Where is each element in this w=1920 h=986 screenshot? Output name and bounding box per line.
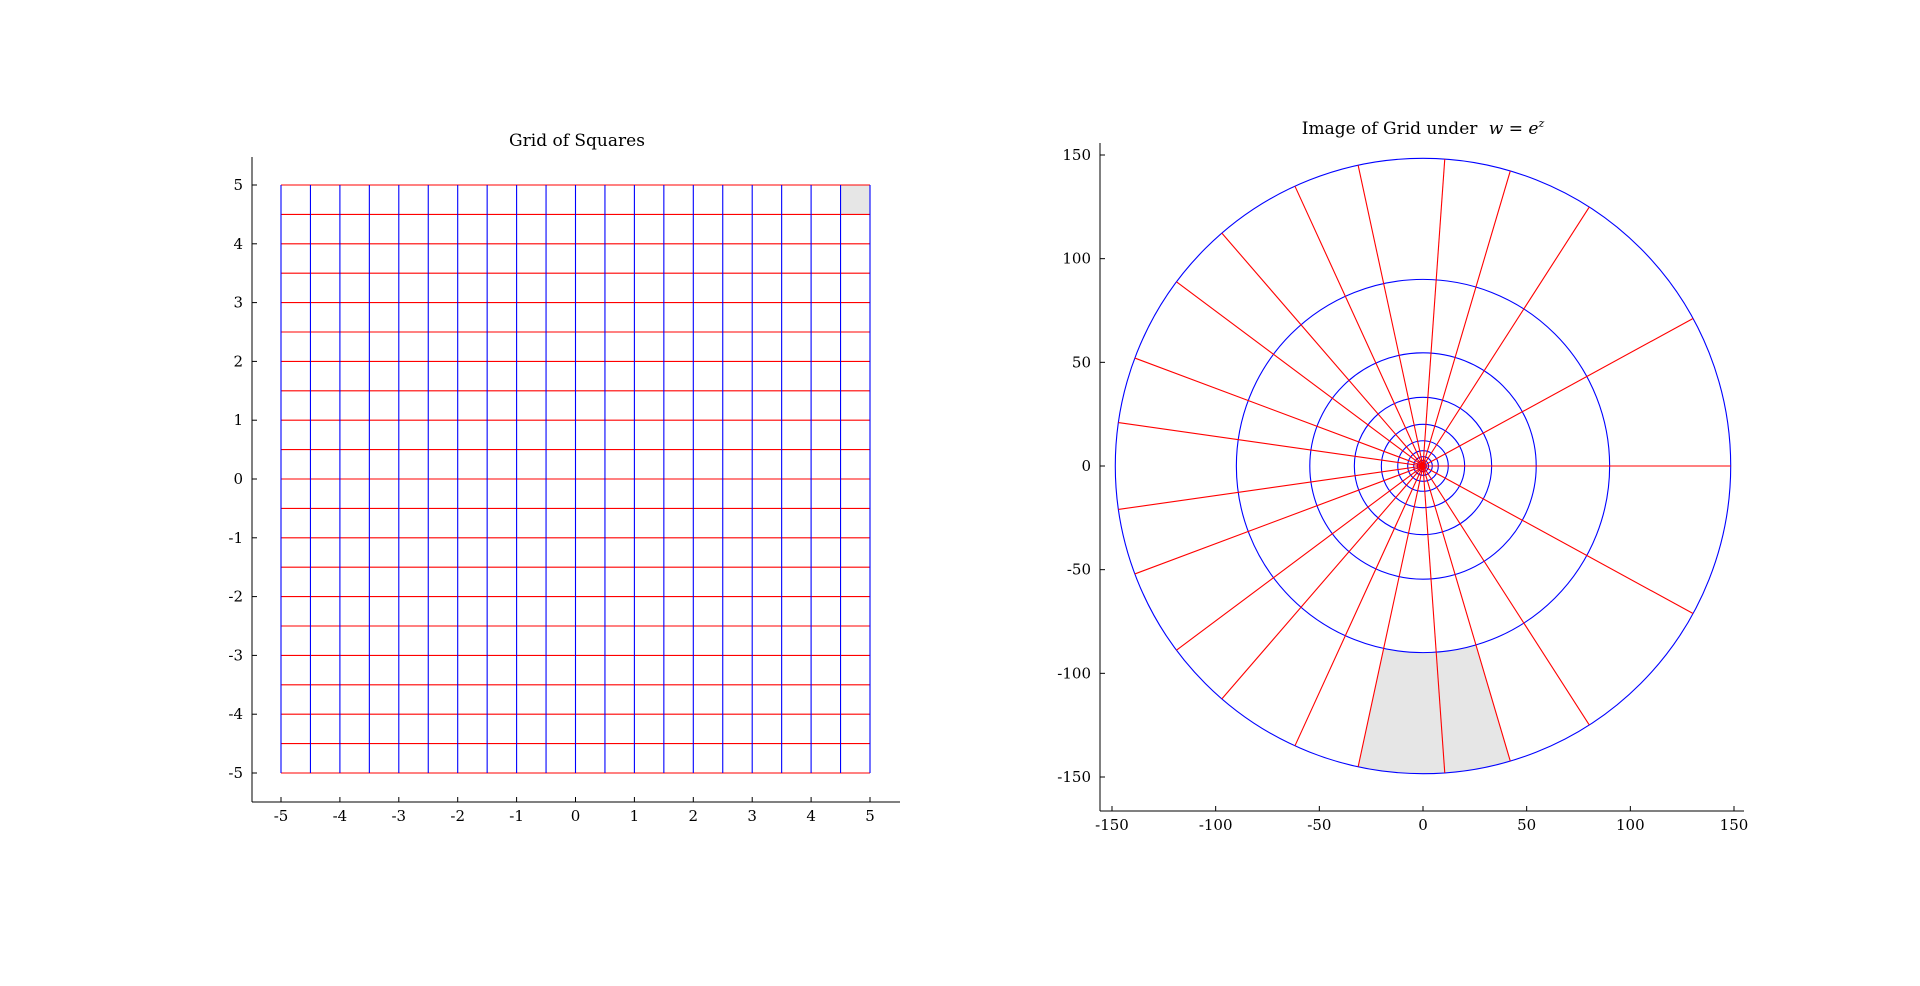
highlight-layer bbox=[840, 185, 870, 215]
y-tick-label: 150 bbox=[1062, 146, 1091, 164]
x-tick-label: 0 bbox=[1418, 816, 1428, 834]
y-tick-label: 50 bbox=[1072, 353, 1091, 371]
chart-title: Image of Grid under w = ez bbox=[1302, 117, 1545, 139]
x-tick-label: -5 bbox=[274, 807, 289, 825]
chart-title-text: Image of Grid under bbox=[1302, 119, 1479, 139]
x-tick-label: -50 bbox=[1307, 816, 1331, 834]
mapped-ray bbox=[1134, 465, 1424, 575]
mapped-ray bbox=[1357, 465, 1424, 767]
mapped-ray bbox=[1221, 232, 1424, 467]
y-tick-label: 0 bbox=[1081, 457, 1091, 475]
y-tick-label: 5 bbox=[233, 176, 243, 194]
x-tick-label: 150 bbox=[1720, 816, 1749, 834]
highlight-layer bbox=[1358, 644, 1511, 774]
mapped-ray bbox=[1221, 465, 1424, 700]
axes-layer: -150 -100 -50 0 50 100 150 150 100 50 0 -50 -100 -150 bbox=[1057, 143, 1748, 834]
mapped-ray bbox=[1118, 422, 1424, 467]
y-tick-label: -3 bbox=[228, 646, 243, 664]
x-tick-label: -1 bbox=[509, 807, 524, 825]
mapped-ray bbox=[1357, 165, 1424, 467]
grid-lines-layer bbox=[280, 184, 871, 774]
y-tick-label: -50 bbox=[1067, 561, 1091, 579]
y-tick-label: 100 bbox=[1062, 250, 1091, 268]
chart-title-math-exponent: z bbox=[1537, 117, 1544, 130]
mapped-ray bbox=[1422, 465, 1511, 762]
y-tick-label: -2 bbox=[228, 588, 243, 606]
x-tick-label: 0 bbox=[571, 807, 581, 825]
y-tick-label: 0 bbox=[233, 470, 243, 488]
image-of-grid-panel: Image of Grid under w = ez -150 -100 -50 0 5… bbox=[1057, 117, 1748, 834]
mapped-ray bbox=[1422, 170, 1511, 467]
mapped-ray bbox=[1118, 465, 1424, 510]
x-tick-label: -2 bbox=[450, 807, 465, 825]
x-tick-label: -150 bbox=[1095, 816, 1129, 834]
y-tick-label: -4 bbox=[228, 705, 243, 723]
mapped-ray bbox=[1176, 281, 1424, 467]
mapped-ray bbox=[1422, 465, 1694, 615]
mapped-ray bbox=[1422, 317, 1694, 467]
x-tick-label: 5 bbox=[865, 807, 875, 825]
axes-layer: -5 -4 -3 -2 -1 0 1 2 3 4 5 5 4 3 2 1 0 -1 -2 -3 -4 -5 bbox=[228, 157, 900, 825]
grid-of-squares-panel: Grid of Squares -5 -4 -3 -2 -1 0 1 2 3 4 5 5 4 3 2 1 0 -1… bbox=[228, 131, 900, 825]
mapped-ray bbox=[1294, 465, 1424, 747]
y-tick-label: -5 bbox=[228, 764, 243, 782]
mapped-ray bbox=[1134, 357, 1424, 467]
highlighted-square bbox=[840, 185, 870, 215]
mapped-ray bbox=[1176, 465, 1424, 651]
mapped-ray bbox=[1422, 159, 1446, 467]
x-tick-label: 100 bbox=[1616, 816, 1645, 834]
x-tick-label: 3 bbox=[747, 807, 757, 825]
y-tick-label: 2 bbox=[233, 352, 243, 370]
mapped-ray bbox=[1422, 465, 1446, 773]
y-tick-label: 4 bbox=[233, 235, 243, 253]
y-tick-label: -150 bbox=[1057, 768, 1091, 786]
mapped-ray bbox=[1422, 465, 1590, 726]
chart-title-math: w = e bbox=[1489, 119, 1539, 139]
mapped-ray bbox=[1422, 206, 1590, 467]
mapped-lines-layer bbox=[1114, 157, 1732, 775]
highlighted-sector bbox=[1358, 644, 1511, 774]
x-tick-label: -3 bbox=[391, 807, 406, 825]
y-tick-label: 3 bbox=[233, 294, 243, 312]
x-tick-label: 2 bbox=[689, 807, 699, 825]
x-tick-label: -100 bbox=[1199, 816, 1233, 834]
x-tick-label: 4 bbox=[806, 807, 816, 825]
y-tick-label: 1 bbox=[233, 411, 243, 429]
mapped-ray bbox=[1294, 185, 1424, 467]
y-tick-label: -100 bbox=[1057, 664, 1091, 682]
x-tick-label: -4 bbox=[333, 807, 348, 825]
chart-title: Grid of Squares bbox=[509, 131, 645, 151]
x-tick-label: 1 bbox=[630, 807, 640, 825]
y-tick-label: -1 bbox=[228, 529, 243, 547]
x-tick-label: 50 bbox=[1517, 816, 1536, 834]
